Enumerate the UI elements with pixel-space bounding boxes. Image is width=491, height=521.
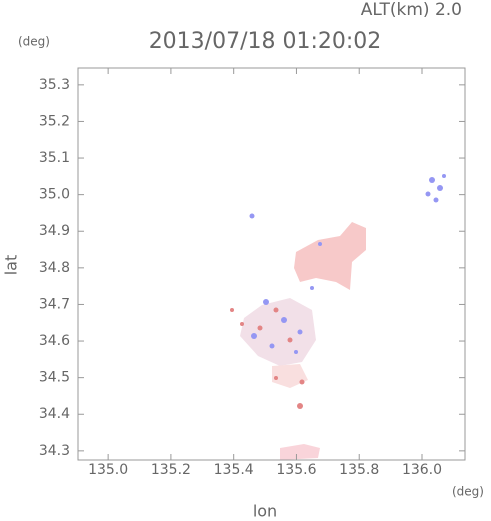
y-unit: (deg) (18, 35, 50, 49)
echo (280, 444, 320, 460)
plot-frame (77, 67, 466, 461)
y-label: lat (2, 255, 21, 276)
y-tick-label: 35.0 (39, 187, 70, 203)
echo-red (230, 307, 305, 409)
y-tick-label: 34.6 (39, 333, 70, 349)
x-tick-label: 136.0 (402, 462, 442, 478)
echo (294, 222, 366, 290)
y-tick-label: 35.1 (39, 150, 70, 166)
x-tick-label: 135.6 (276, 462, 316, 478)
y-tick-label: 34.4 (39, 406, 70, 422)
altitude: ALT(km) 2.0 (361, 0, 462, 20)
echo (240, 298, 316, 366)
radar-echoes (230, 174, 446, 460)
y-tick-label: 34.5 (39, 370, 70, 386)
echo (272, 364, 308, 388)
y-tick-label: 34.9 (39, 223, 70, 239)
y-tick-label: 34.8 (39, 260, 70, 276)
chart-title: 2013/07/18 01:20:02 (149, 29, 382, 54)
x-label: lon (253, 502, 277, 521)
x-tick-label: 135.0 (88, 462, 128, 478)
echo-blue (249, 174, 446, 354)
x-tick-label: 135.8 (339, 462, 379, 478)
x-tick-label: 135.4 (214, 462, 254, 478)
x-unit: (deg) (452, 485, 484, 499)
y-tick-label: 35.2 (39, 113, 70, 129)
y-tick-label: 34.3 (39, 443, 70, 459)
y-tick-label: 34.7 (39, 296, 70, 312)
y-tick-label: 35.3 (39, 77, 70, 93)
x-tick-label: 135.2 (151, 462, 191, 478)
